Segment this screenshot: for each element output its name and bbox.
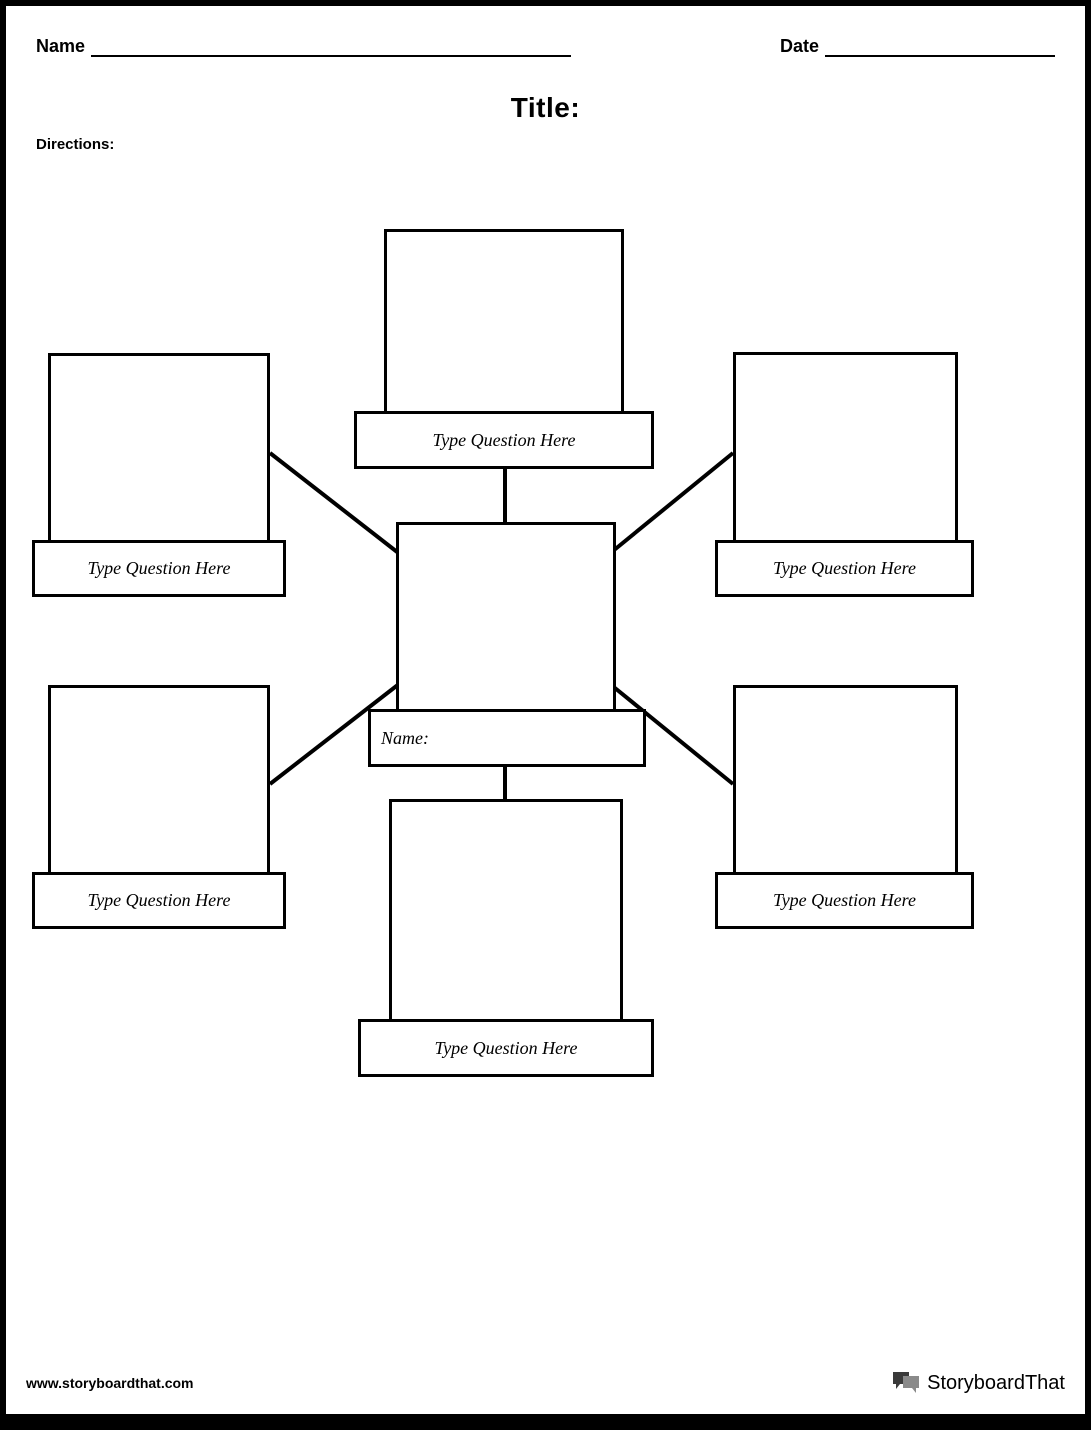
node-box-bottom-left[interactable]	[48, 685, 270, 875]
diagram-canvas: Name: Type Question Here Type Question Her…	[6, 6, 1085, 1414]
site-url: www.storyboardthat.com	[26, 1375, 194, 1391]
node-box-bottom-right[interactable]	[733, 685, 958, 875]
footer: www.storyboardthat.com StoryboardThat	[26, 1370, 1065, 1396]
brand-logo: StoryboardThat	[891, 1370, 1065, 1396]
node-label-bottom-left[interactable]: Type Question Here	[32, 872, 286, 929]
brand-word-1: Storyboard	[927, 1372, 1025, 1395]
worksheet-page: Name Date Title: Directions: Name:Type Q…	[6, 6, 1085, 1414]
node-label-bottom-right[interactable]: Type Question Here	[715, 872, 974, 929]
speech-bubbles-icon	[891, 1370, 921, 1396]
node-label-top-left[interactable]: Type Question Here	[32, 540, 286, 597]
center-node-label[interactable]: Name:	[368, 709, 646, 767]
node-label-bottom[interactable]: Type Question Here	[358, 1019, 654, 1077]
node-box-top-right[interactable]	[733, 352, 958, 544]
node-label-top-right[interactable]: Type Question Here	[715, 540, 974, 597]
node-box-top[interactable]	[384, 229, 624, 416]
node-label-top[interactable]: Type Question Here	[354, 411, 654, 469]
node-box-bottom[interactable]	[389, 799, 623, 1024]
brand-word-2: That	[1025, 1372, 1065, 1395]
center-node-box[interactable]	[396, 522, 616, 717]
node-box-top-left[interactable]	[48, 353, 270, 543]
